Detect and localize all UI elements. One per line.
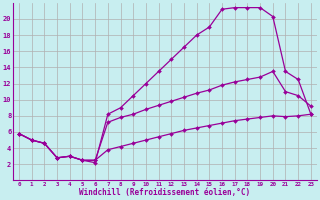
X-axis label: Windchill (Refroidissement éolien,°C): Windchill (Refroidissement éolien,°C) [79, 188, 251, 197]
